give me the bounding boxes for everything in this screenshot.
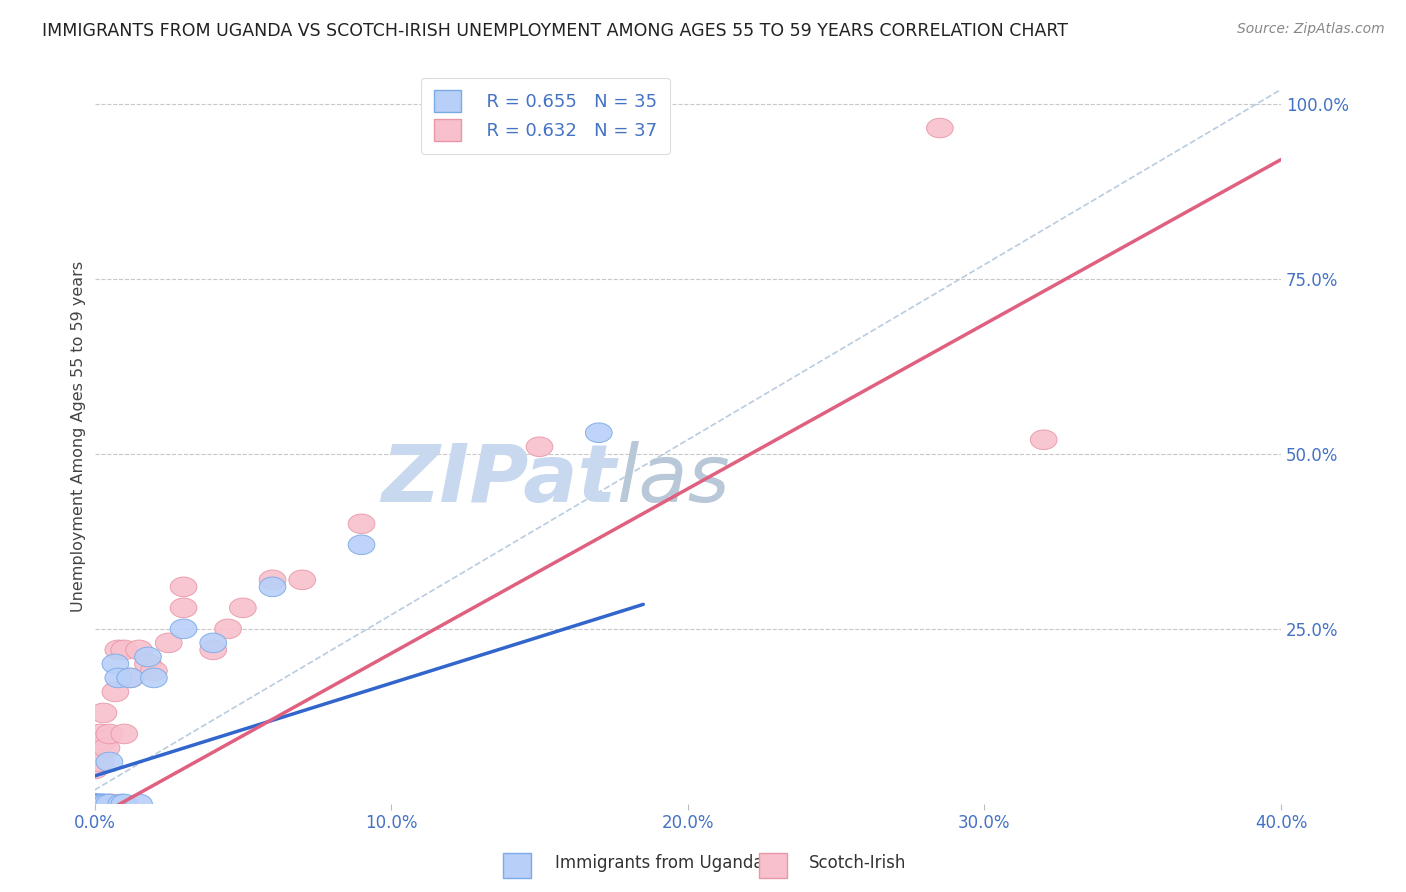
Ellipse shape [96, 724, 122, 744]
Ellipse shape [82, 794, 108, 814]
Ellipse shape [82, 794, 108, 814]
Ellipse shape [141, 661, 167, 681]
Ellipse shape [156, 633, 181, 653]
Ellipse shape [117, 668, 143, 688]
Ellipse shape [82, 794, 108, 814]
Ellipse shape [84, 794, 111, 814]
Ellipse shape [93, 794, 120, 814]
Ellipse shape [84, 794, 111, 814]
Text: IMMIGRANTS FROM UGANDA VS SCOTCH-IRISH UNEMPLOYMENT AMONG AGES 55 TO 59 YEARS CO: IMMIGRANTS FROM UGANDA VS SCOTCH-IRISH U… [42, 22, 1069, 40]
Ellipse shape [82, 794, 108, 814]
Text: Immigrants from Uganda: Immigrants from Uganda [555, 855, 763, 872]
Ellipse shape [90, 794, 117, 814]
Ellipse shape [90, 794, 117, 814]
Ellipse shape [526, 437, 553, 457]
Ellipse shape [108, 794, 135, 814]
Ellipse shape [135, 654, 162, 673]
Ellipse shape [288, 570, 315, 590]
Ellipse shape [82, 794, 108, 814]
Ellipse shape [82, 794, 108, 814]
Ellipse shape [87, 794, 114, 814]
Ellipse shape [135, 647, 162, 666]
Ellipse shape [82, 794, 108, 814]
Ellipse shape [98, 794, 125, 814]
Y-axis label: Unemployment Among Ages 55 to 59 years: Unemployment Among Ages 55 to 59 years [72, 260, 86, 612]
Ellipse shape [84, 794, 111, 814]
Ellipse shape [82, 794, 108, 814]
Ellipse shape [117, 668, 143, 688]
Ellipse shape [93, 739, 120, 758]
Ellipse shape [125, 794, 152, 814]
Ellipse shape [103, 654, 129, 673]
Ellipse shape [84, 794, 111, 814]
Ellipse shape [927, 119, 953, 138]
Ellipse shape [105, 640, 132, 660]
Ellipse shape [82, 794, 108, 814]
Ellipse shape [105, 668, 132, 688]
Ellipse shape [82, 794, 108, 814]
Ellipse shape [82, 794, 108, 814]
Ellipse shape [200, 633, 226, 653]
Ellipse shape [82, 794, 108, 814]
Ellipse shape [111, 640, 138, 660]
Text: Source: ZipAtlas.com: Source: ZipAtlas.com [1237, 22, 1385, 37]
Ellipse shape [215, 619, 242, 639]
Ellipse shape [82, 794, 108, 814]
Ellipse shape [82, 794, 108, 814]
Ellipse shape [90, 731, 117, 751]
Ellipse shape [111, 724, 138, 744]
Ellipse shape [96, 794, 122, 814]
Ellipse shape [259, 577, 285, 597]
Ellipse shape [585, 423, 612, 442]
Ellipse shape [1031, 430, 1057, 450]
Ellipse shape [96, 794, 122, 814]
Ellipse shape [82, 759, 108, 779]
Ellipse shape [200, 640, 226, 660]
Ellipse shape [349, 514, 375, 533]
Ellipse shape [170, 577, 197, 597]
Ellipse shape [82, 794, 108, 814]
Ellipse shape [170, 619, 197, 639]
Text: ZIPat: ZIPat [381, 442, 617, 519]
Ellipse shape [87, 724, 114, 744]
Ellipse shape [125, 640, 152, 660]
Ellipse shape [82, 794, 108, 814]
Ellipse shape [141, 668, 167, 688]
Ellipse shape [170, 598, 197, 617]
Ellipse shape [96, 752, 122, 772]
Text: las: las [617, 442, 730, 519]
Ellipse shape [82, 794, 108, 814]
Ellipse shape [259, 570, 285, 590]
Ellipse shape [90, 703, 117, 723]
Legend:   R = 0.655   N = 35,   R = 0.632   N = 37: R = 0.655 N = 35, R = 0.632 N = 37 [420, 78, 669, 154]
Text: Scotch-Irish: Scotch-Irish [808, 855, 905, 872]
Ellipse shape [229, 598, 256, 617]
Ellipse shape [349, 535, 375, 555]
Ellipse shape [82, 794, 108, 814]
Ellipse shape [103, 682, 129, 702]
Ellipse shape [87, 794, 114, 814]
Ellipse shape [111, 794, 138, 814]
Ellipse shape [82, 794, 108, 814]
Ellipse shape [87, 752, 114, 772]
Ellipse shape [82, 794, 108, 814]
Ellipse shape [82, 794, 108, 814]
